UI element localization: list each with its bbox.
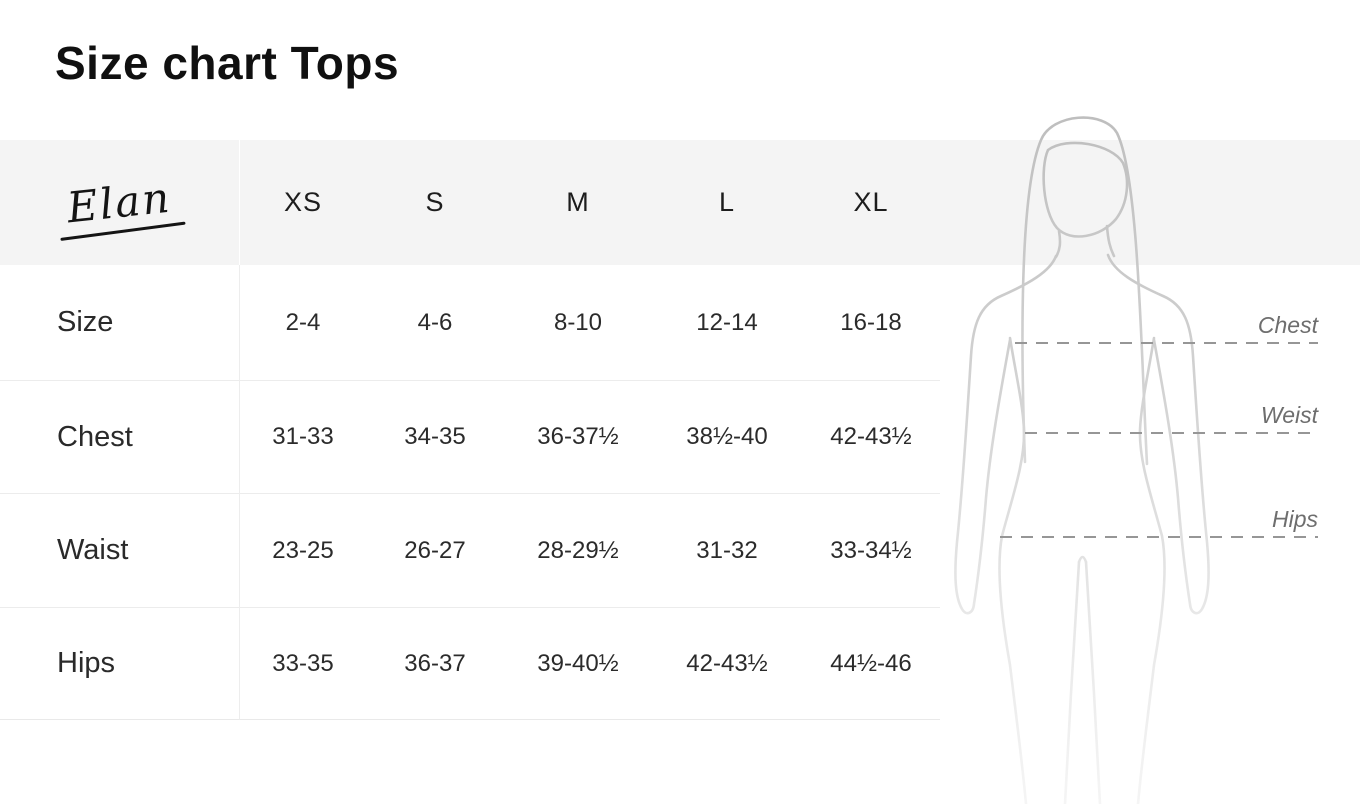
table-cell: 33-35 (240, 607, 366, 720)
table-cell: 39-40½ (504, 607, 652, 720)
body-measurement-illustration: Chest Weist Hips (954, 116, 1320, 804)
row-label-size: Size (0, 265, 240, 380)
table-header-band (0, 140, 1360, 265)
column-header-l: L (718, 187, 736, 217)
brand-logo-cell: Elan (0, 140, 240, 265)
row-label-waist: Waist (0, 493, 240, 607)
table-cell: 2-4 (285, 308, 321, 336)
female-figure-outline (954, 116, 1210, 804)
table-cell: 42-43½ (652, 607, 802, 720)
column-header-xl: XL (853, 187, 889, 217)
crotch-arc (1077, 555, 1088, 564)
size-table: Elan XS S M L XL Size 2-4 4-6 8-10 12-14… (0, 140, 940, 720)
table-cell: 42-43½ (802, 380, 940, 493)
table-cell: 8-10 (553, 308, 603, 336)
waist-measure-label: Weist (1261, 402, 1320, 428)
hair-outline (1021, 116, 1149, 466)
table-cell: 26-27 (366, 493, 504, 607)
table-cell: 31-32 (652, 493, 802, 607)
torso-right-outline (1136, 336, 1166, 804)
left-arm-outline (954, 254, 1058, 615)
column-header-s: S (425, 187, 445, 217)
right-arm-outline (1106, 253, 1210, 615)
table-cell: 36-37½ (504, 380, 652, 493)
inner-leg-left-line (1063, 560, 1081, 804)
hips-measure-label: Hips (1272, 506, 1319, 532)
column-header-xs: XS (283, 187, 323, 217)
table-cell: 31-33 (240, 380, 366, 493)
row-label-chest: Chest (0, 380, 240, 493)
column-header-m: M (566, 187, 590, 217)
neck-right-line (1105, 224, 1116, 258)
face-outline (1042, 141, 1129, 238)
inner-leg-right-line (1084, 560, 1102, 804)
brand-logo: Elan (65, 172, 174, 232)
table-cell: 38½-40 (652, 380, 802, 493)
table-cell: 16-18 (840, 308, 902, 336)
table-cell: 36-37 (366, 607, 504, 720)
torso-left-outline (998, 336, 1028, 804)
table-cell: 34-35 (366, 380, 504, 493)
table-cell: 23-25 (240, 493, 366, 607)
neck-left-line (1054, 229, 1062, 259)
table-cell: 33-34½ (802, 493, 940, 607)
table-cell: 4-6 (417, 308, 453, 336)
row-label-hips: Hips (0, 607, 240, 720)
chest-measure-label: Chest (1258, 312, 1320, 338)
table-cell: 28-29½ (504, 493, 652, 607)
table-cell: 44½-46 (802, 607, 940, 720)
page-title: Size chart Tops (55, 37, 400, 89)
table-cell: 12-14 (696, 308, 758, 336)
